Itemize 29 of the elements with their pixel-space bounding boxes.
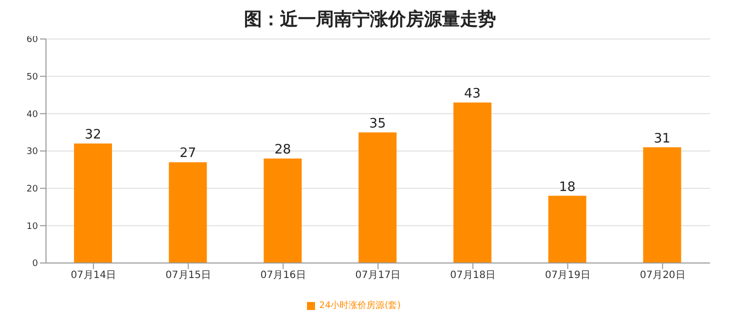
x-tick-label: 07月20日 — [640, 270, 686, 282]
x-tick-label: 07月14日 — [70, 270, 116, 282]
bar — [453, 102, 492, 263]
y-tick-label: 20 — [26, 184, 38, 195]
x-tick-label: 07月18日 — [450, 270, 496, 282]
data-label: 31 — [654, 131, 670, 146]
data-label: 27 — [180, 146, 196, 162]
x-tick-label: 07月15日 — [166, 270, 212, 282]
data-label: 43 — [464, 86, 481, 102]
data-label: 18 — [559, 180, 576, 195]
data-label: 35 — [369, 116, 386, 132]
data-label: 32 — [84, 128, 102, 143]
bar — [74, 144, 112, 263]
bar — [264, 158, 302, 263]
y-tick-label: 10 — [26, 222, 38, 232]
x-tick-label: 07月17日 — [355, 270, 401, 282]
x-tick-label: 07月16日 — [260, 270, 306, 282]
legend-label: 24小时涨价房源(套) — [319, 301, 401, 311]
x-tick-label: 07月19日 — [544, 270, 590, 282]
bar — [643, 147, 682, 263]
y-tick-label: 0 — [32, 259, 38, 270]
data-label: 28 — [274, 142, 291, 158]
y-tick-label: 50 — [26, 72, 38, 83]
chart-title: 图：近一周南宁涨价房源量走势 — [243, 8, 497, 32]
bar — [358, 132, 397, 263]
y-tick-label: 40 — [26, 110, 38, 120]
bar — [168, 162, 207, 263]
bar — [548, 196, 586, 263]
y-tick-label: 30 — [26, 147, 38, 158]
